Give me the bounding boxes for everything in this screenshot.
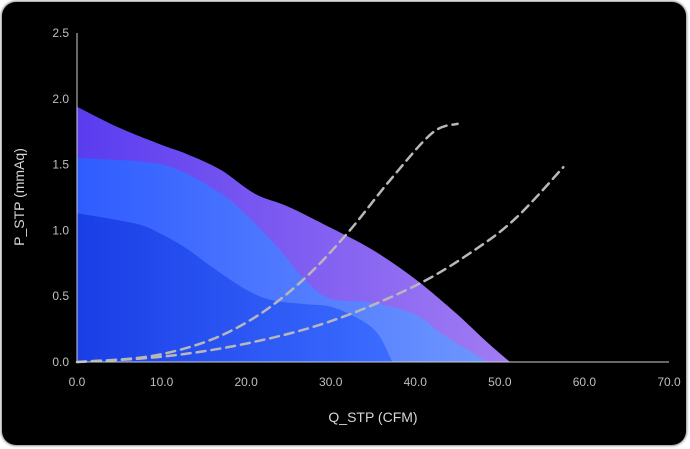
x-tick-label: 60.0 bbox=[573, 375, 597, 389]
x-tick-label: 20.0 bbox=[234, 375, 258, 389]
system-curve-2 bbox=[75, 165, 565, 364]
y-tick-label: 1.5 bbox=[52, 158, 69, 172]
x-tick-label: 30.0 bbox=[319, 375, 343, 389]
x-tick-label: 10.0 bbox=[150, 375, 174, 389]
x-axis-title: Q_STP (CFM) bbox=[328, 409, 417, 425]
y-tick-label: 0.0 bbox=[52, 355, 69, 369]
y-axis-title: P_STP (mmAq) bbox=[11, 148, 27, 246]
y-tick-label: 0.5 bbox=[52, 289, 69, 303]
area-series-3 bbox=[77, 213, 393, 362]
chart-panel: 0.0 10.0 20.0 30.0 40.0 50.0 60.0 70.0 0.0 0.5 1.0… bbox=[2, 2, 686, 445]
x-tick-label: 0.0 bbox=[69, 375, 86, 389]
x-tick-label: 50.0 bbox=[488, 375, 512, 389]
x-tick-label: 70.0 bbox=[657, 375, 681, 389]
y-tick-label: 1.0 bbox=[52, 223, 69, 237]
x-tick-label: 40.0 bbox=[404, 375, 428, 389]
chart-svg: 0.0 10.0 20.0 30.0 40.0 50.0 60.0 70.0 0.0 0.5 1.0… bbox=[11, 26, 681, 425]
system-curve-1 bbox=[75, 122, 459, 364]
y-tick-label: 2.5 bbox=[52, 26, 69, 40]
y-tick-label: 2.0 bbox=[52, 92, 69, 106]
